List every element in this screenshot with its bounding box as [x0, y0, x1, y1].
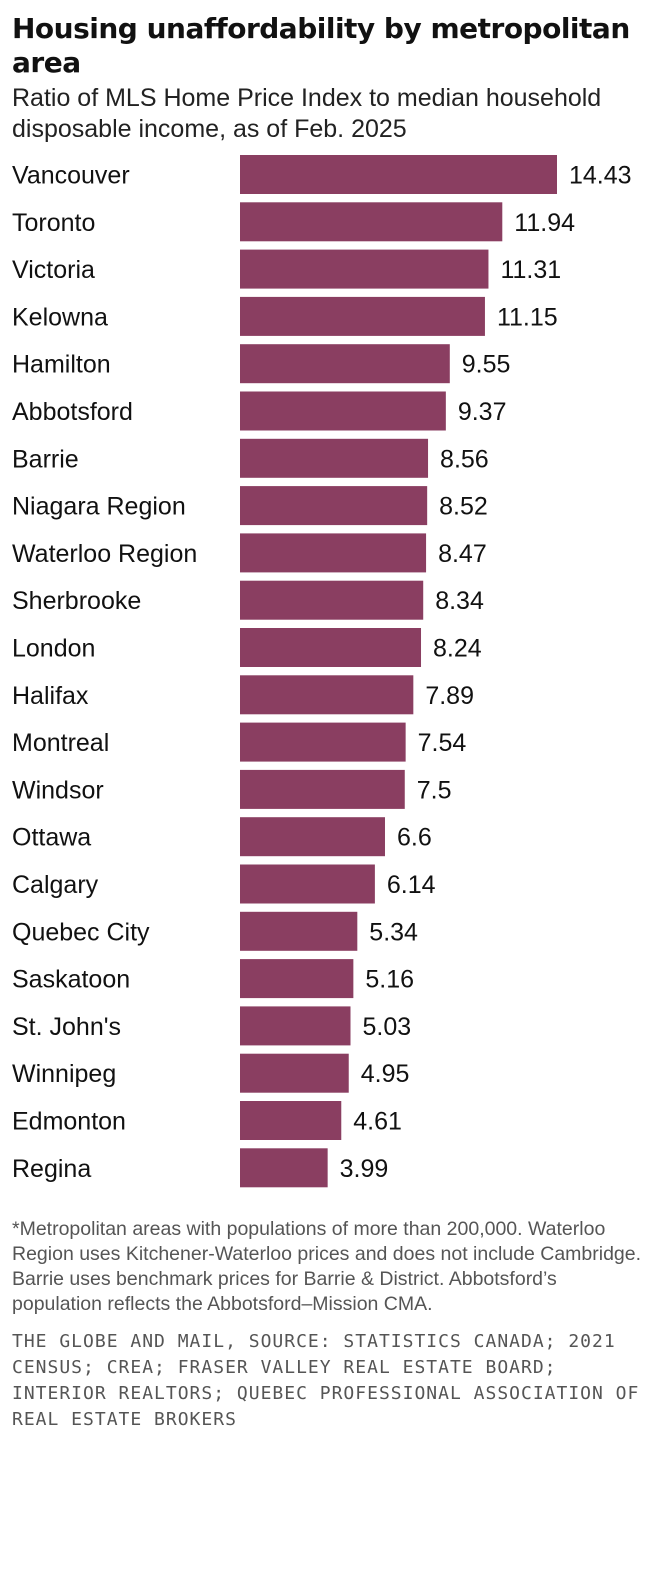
category-label: Hamilton	[12, 351, 111, 379]
value-label: 8.56	[440, 445, 489, 473]
value-label: 7.5	[417, 776, 452, 804]
source-credit: The Globe and Mail, Source: Statistics C…	[12, 1331, 640, 1430]
category-label: Sherbrooke	[12, 587, 141, 615]
footnote: *Metropolitan areas with populations of …	[12, 1218, 642, 1315]
category-label: Winnipeg	[12, 1060, 116, 1088]
bar	[240, 628, 422, 667]
value-label: 8.52	[439, 493, 488, 521]
value-label: 8.47	[438, 540, 487, 568]
value-label: 14.43	[569, 162, 632, 190]
bar	[240, 296, 485, 336]
category-label: Waterloo Region	[12, 540, 197, 568]
category-label: Regina	[12, 1155, 91, 1183]
category-label: Edmonton	[12, 1108, 126, 1136]
bar	[240, 911, 358, 951]
bar	[240, 1006, 351, 1046]
bar	[240, 959, 354, 999]
value-label: 7.54	[418, 729, 467, 757]
category-label: St. John's	[12, 1013, 121, 1041]
bar	[240, 533, 427, 573]
value-label: 6.6	[397, 824, 432, 852]
bar-chart: Vancouver 14.43 Toronto 11.94 Victoria 11.31 K…	[12, 155, 632, 1188]
bar	[240, 817, 385, 857]
category-label: Niagara Region	[12, 493, 186, 521]
bar	[240, 249, 489, 289]
value-label: 11.94	[514, 209, 575, 237]
category-label: Kelowna	[12, 303, 108, 331]
category-label: Toronto	[12, 209, 95, 237]
category-label: Montreal	[12, 729, 109, 757]
bar	[240, 391, 446, 431]
bar	[240, 1053, 349, 1093]
chart-title: Housing unaffordability by metropolitan …	[12, 12, 630, 79]
category-label: Barrie	[12, 445, 79, 473]
category-label: Halifax	[12, 682, 89, 710]
chart-subtitle: Ratio of MLS Home Price Index to median …	[12, 84, 602, 143]
bar	[240, 580, 424, 620]
bar	[240, 722, 406, 762]
bar	[240, 344, 450, 384]
category-label: Calgary	[12, 871, 99, 899]
value-label: 3.99	[340, 1155, 389, 1183]
bar	[240, 864, 375, 904]
bar	[240, 769, 405, 809]
value-label: 4.95	[361, 1060, 410, 1088]
category-label: Ottawa	[12, 824, 91, 852]
category-label: Windsor	[12, 776, 104, 804]
value-label: 5.16	[365, 966, 414, 994]
chart-container: Housing unaffordability by metropolitan …	[12, 12, 642, 1430]
bar	[240, 486, 428, 526]
category-label: Abbotsford	[12, 398, 133, 426]
value-label: 6.14	[387, 871, 436, 899]
bar	[240, 1148, 328, 1188]
bar	[240, 1101, 342, 1140]
value-label: 11.31	[500, 256, 561, 284]
category-label: Quebec City	[12, 918, 150, 946]
category-label: Victoria	[12, 256, 95, 284]
value-label: 5.03	[362, 1013, 411, 1041]
value-label: 8.34	[435, 587, 484, 615]
bar	[240, 675, 414, 715]
category-label: London	[12, 635, 95, 663]
value-label: 11.15	[497, 303, 558, 331]
bar	[240, 438, 429, 478]
bar	[240, 202, 503, 242]
value-label: 8.24	[433, 635, 482, 663]
value-label: 5.34	[369, 918, 418, 946]
category-label: Saskatoon	[12, 966, 130, 994]
bar	[240, 155, 557, 194]
category-label: Vancouver	[12, 162, 130, 190]
value-label: 9.55	[462, 351, 511, 379]
value-label: 7.89	[425, 682, 474, 710]
value-label: 9.37	[458, 398, 507, 426]
value-label: 4.61	[353, 1108, 402, 1136]
